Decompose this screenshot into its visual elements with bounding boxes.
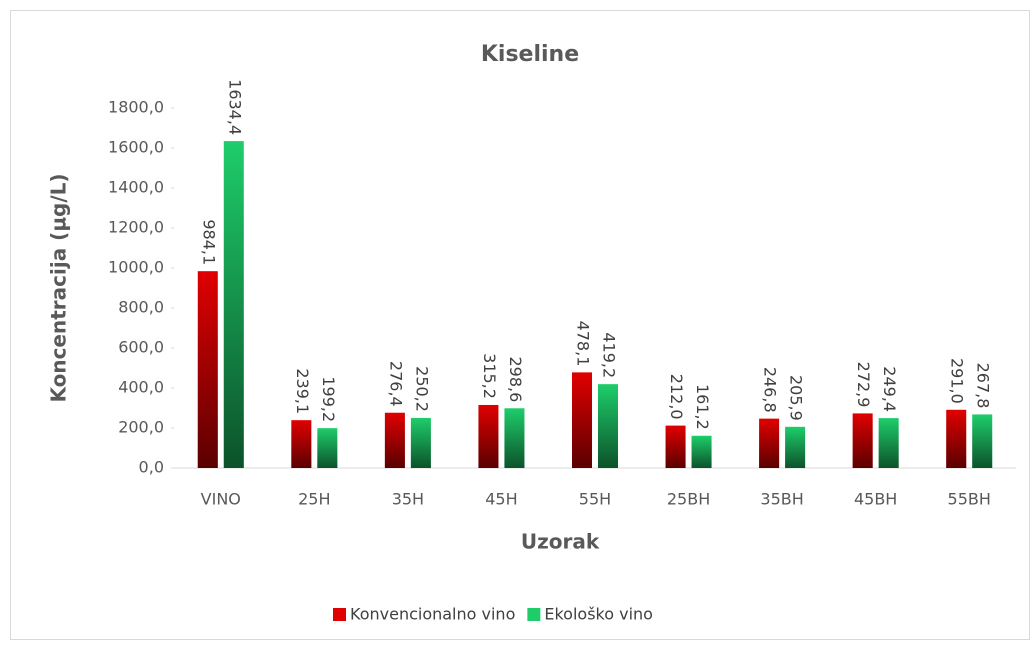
value-label: 212,0: [667, 374, 686, 420]
bar-shade: [598, 384, 618, 468]
y-tick-label: 600,0: [118, 338, 164, 357]
legend-swatch: [527, 608, 541, 621]
value-label: 1634,4: [225, 79, 244, 135]
value-label: 250,2: [412, 366, 431, 412]
bar-shade: [197, 271, 218, 468]
bar-shade: [384, 412, 405, 468]
x-tick-label: 25H: [298, 490, 330, 509]
y-tick-label: 1600,0: [108, 138, 164, 157]
bar-shade: [946, 409, 967, 468]
y-tick-label: 1800,0: [108, 98, 164, 117]
bar-shade: [785, 426, 806, 468]
y-tick-label: 800,0: [118, 298, 164, 317]
bar-shade: [852, 413, 873, 468]
bar-shade: [410, 417, 431, 468]
bar-shade: [572, 372, 592, 468]
y-tick-label: 200,0: [118, 418, 164, 437]
value-label: 298,6: [506, 356, 525, 402]
y-axis-title: Koncentracija (µg/L): [47, 173, 71, 402]
value-label: 419,2: [600, 332, 619, 378]
value-label: 267,8: [974, 363, 993, 409]
chart-title: Kiseline: [481, 42, 579, 67]
y-tick-label: 0,0: [139, 458, 164, 477]
value-label: 246,8: [761, 367, 780, 413]
x-axis-title: Uzorak: [521, 530, 600, 554]
x-tick-label: 45H: [485, 490, 517, 509]
value-label: 239,1: [293, 368, 312, 414]
bar-shade: [504, 408, 525, 468]
x-tick-label: 55H: [579, 490, 611, 509]
value-label: 291,0: [948, 358, 967, 404]
x-tick-label: 35BH: [760, 490, 803, 509]
chart-frame: [10, 10, 1030, 640]
bar-shade: [972, 414, 993, 468]
x-tick-label: 35H: [392, 490, 424, 509]
value-label: 249,4: [880, 366, 899, 412]
y-tick-label: 1400,0: [108, 178, 164, 197]
bar-shade: [317, 428, 338, 468]
value-label: 315,2: [480, 353, 499, 399]
bar-shade: [478, 404, 499, 468]
bar-shade: [691, 435, 712, 468]
legend-label: Ekološko vino: [544, 605, 653, 624]
x-tick-label: 55BH: [948, 490, 991, 509]
bar-shade: [665, 425, 686, 468]
bar-shade: [291, 420, 312, 468]
y-tick-label: 1200,0: [108, 218, 164, 237]
bar-shade: [878, 418, 899, 468]
legend-swatch: [333, 608, 346, 621]
value-label: 478,1: [574, 321, 593, 367]
bar-shade: [759, 418, 780, 468]
value-label: 199,2: [319, 376, 338, 422]
value-label: 984,1: [199, 219, 218, 265]
value-label: 205,9: [787, 375, 806, 421]
y-tick-label: 1000,0: [108, 258, 164, 277]
x-tick-label: 45BH: [854, 490, 897, 509]
y-tick-label: 400,0: [118, 378, 164, 397]
bar-shade: [223, 141, 244, 468]
legend-label: Konvencionalno vino: [350, 605, 515, 624]
x-tick-label: 25BH: [667, 490, 710, 509]
x-tick-label: VINO: [201, 490, 241, 509]
value-label: 276,4: [386, 361, 405, 407]
value-label: 272,9: [854, 362, 873, 408]
value-label: 161,2: [693, 384, 712, 430]
